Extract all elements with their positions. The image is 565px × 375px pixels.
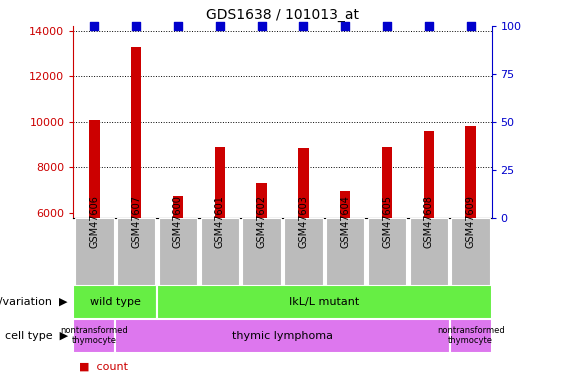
Point <box>215 23 224 29</box>
Text: IkL/L mutant: IkL/L mutant <box>289 297 359 307</box>
Bar <box>75 217 114 285</box>
Text: GSM47602: GSM47602 <box>257 195 267 248</box>
Text: ■  count: ■ count <box>79 362 128 371</box>
Text: GSM47605: GSM47605 <box>382 195 392 248</box>
Text: GSM47604: GSM47604 <box>340 195 350 248</box>
Bar <box>284 217 323 285</box>
Bar <box>298 148 308 217</box>
Bar <box>115 319 450 352</box>
Bar <box>157 285 492 319</box>
Bar <box>173 196 183 217</box>
Point <box>383 23 392 29</box>
Bar <box>131 47 141 217</box>
Bar <box>257 183 267 218</box>
Point <box>132 23 141 29</box>
Text: nontransformed
thymocyte: nontransformed thymocyte <box>437 326 505 345</box>
Bar <box>326 217 364 285</box>
Text: cell type  ▶: cell type ▶ <box>5 331 68 340</box>
Bar <box>451 217 490 285</box>
Text: nontransformed
thymocyte: nontransformed thymocyte <box>60 326 128 345</box>
Point <box>90 23 99 29</box>
Bar <box>242 217 281 285</box>
Point <box>257 23 266 29</box>
Text: GSM47606: GSM47606 <box>89 195 99 248</box>
Bar <box>73 319 115 352</box>
Text: GSM47607: GSM47607 <box>131 195 141 248</box>
Bar <box>424 131 434 218</box>
Text: GSM47600: GSM47600 <box>173 195 183 248</box>
Bar <box>340 191 350 217</box>
Text: genotype/variation  ▶: genotype/variation ▶ <box>0 297 68 307</box>
Text: GSM47608: GSM47608 <box>424 195 434 248</box>
Point <box>424 23 433 29</box>
Point <box>466 23 475 29</box>
Bar <box>382 147 392 218</box>
Bar <box>159 217 197 285</box>
Bar <box>466 126 476 218</box>
Point <box>299 23 308 29</box>
Bar <box>215 147 225 218</box>
Point <box>173 23 182 29</box>
Bar <box>201 217 239 285</box>
Text: GSM47601: GSM47601 <box>215 195 225 248</box>
Text: GSM47609: GSM47609 <box>466 195 476 248</box>
Bar <box>368 217 406 285</box>
Point <box>341 23 350 29</box>
Text: wild type: wild type <box>90 297 141 307</box>
Bar <box>89 120 99 218</box>
Title: GDS1638 / 101013_at: GDS1638 / 101013_at <box>206 9 359 22</box>
Bar <box>73 285 157 319</box>
Bar <box>117 217 155 285</box>
Text: GSM47603: GSM47603 <box>298 195 308 248</box>
Bar <box>450 319 492 352</box>
Bar <box>410 217 448 285</box>
Text: thymic lymphoma: thymic lymphoma <box>232 331 333 340</box>
